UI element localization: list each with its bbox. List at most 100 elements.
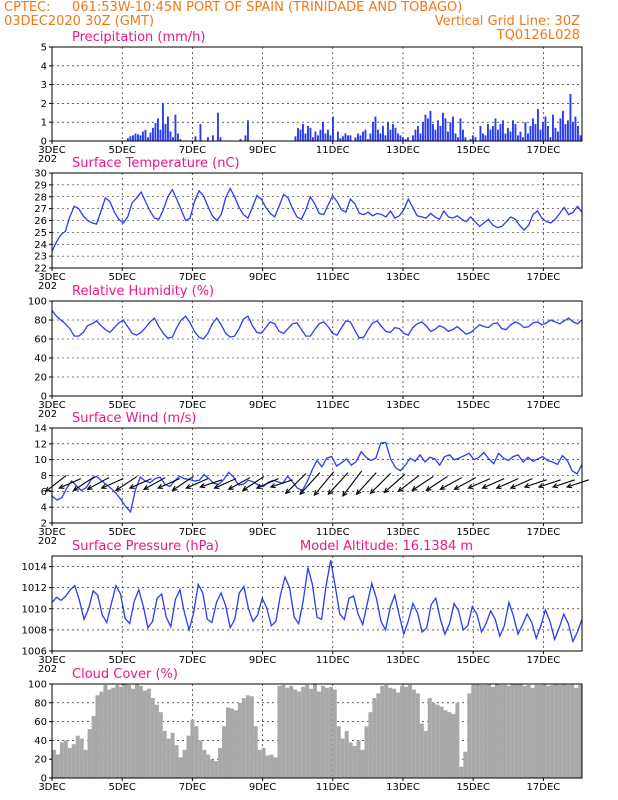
cloud-bar [249, 696, 254, 778]
cloud-bar [328, 686, 333, 778]
cloud-bar [174, 745, 179, 778]
precip-bar [389, 129, 392, 141]
precip-bar [357, 133, 359, 141]
cloud-bar [443, 710, 448, 778]
precip-bar [534, 124, 537, 141]
header-datetime: 03DEC2020 30Z (GMT) [4, 14, 154, 29]
header-source: CPTEC: [4, 0, 51, 15]
cloud-bar [530, 687, 535, 778]
precip-bar [194, 136, 197, 141]
cloud-bar [127, 684, 132, 778]
cloud-bar [289, 685, 294, 778]
wind-arrow [411, 476, 434, 492]
cloud-bar [59, 742, 64, 778]
pres-panel: 1006 1008 1010 1012 1014 3DEC 5DEC 7DEC 9DEC 11DE… [22, 539, 583, 675]
cloud-bar [253, 726, 258, 778]
cloud-bar [317, 691, 321, 778]
temp-xtick-label: 17DEC [527, 272, 561, 283]
cloud-xtick-label: 15DEC [456, 782, 490, 793]
wind-ytick-label: 4 [41, 503, 47, 514]
precip-bar [512, 120, 514, 141]
precip-bar [462, 129, 464, 141]
precip-bar [139, 135, 142, 141]
cloud-bar [91, 715, 96, 778]
cloud-bar [154, 704, 159, 778]
cloud-bar [498, 684, 503, 778]
precip-bar [319, 129, 322, 141]
cloud-bar [95, 695, 100, 778]
cloud-bar [566, 684, 571, 778]
wind-arrow [369, 473, 391, 495]
precip-bar [307, 125, 309, 141]
cloud-bar [356, 740, 361, 778]
cloud-bar [190, 719, 195, 778]
cloud-bar [52, 749, 56, 778]
pres-ytick-label: 1012 [22, 583, 47, 594]
cloud-bar [123, 684, 128, 778]
precip-bar [562, 110, 564, 141]
rh-xtick-label: 11DEC [316, 400, 350, 411]
wind-arrow [383, 474, 406, 494]
wind-arrow [171, 476, 194, 492]
precip-bar [332, 116, 334, 141]
cloud-bar [542, 684, 547, 778]
wind-arrow [523, 479, 547, 489]
wind-xtick-label: 9DEC [249, 527, 276, 538]
precip-bar [219, 137, 222, 141]
pres-title: Surface Pressure (hPa) [72, 539, 219, 554]
precip-bar [434, 129, 437, 141]
cloud-ytick-label: 60 [34, 717, 47, 728]
precip-bar [472, 135, 474, 141]
precip-bar [169, 131, 172, 141]
precip-bar [244, 135, 247, 141]
precip-bar [312, 137, 314, 141]
cloud-bar [487, 684, 492, 778]
cloud-bar [324, 687, 329, 778]
temp-ytick-label: 30 [34, 169, 47, 180]
precip-bar [362, 131, 364, 141]
temp-ytick-label: 25 [34, 228, 47, 239]
cloud-bar [229, 708, 234, 778]
cloud-bar [67, 747, 72, 778]
cloud-bar [111, 687, 116, 778]
precip-bar [489, 129, 492, 141]
precip-bar [419, 133, 422, 141]
cloud-bar [491, 686, 495, 778]
precip-bar [429, 110, 432, 141]
cloud-bar [352, 746, 357, 778]
precip-bar [469, 139, 472, 141]
precip-bar [324, 133, 327, 141]
cloud-bar [170, 732, 175, 778]
wind-arrow [481, 478, 505, 489]
precip-bar [439, 125, 442, 141]
cloud-bar [415, 693, 420, 778]
wind-arrow [269, 479, 293, 489]
precip-bar [537, 109, 539, 141]
cloud-bar [87, 729, 92, 778]
precip-bar [514, 124, 517, 141]
rh-xtick-label: 9DEC [249, 400, 276, 411]
precip-bar [397, 133, 399, 141]
cloud-bar [479, 684, 484, 778]
cloud-bar [574, 687, 579, 778]
cloud-bar [372, 698, 377, 778]
precip-bar [442, 112, 444, 141]
cloud-bar [150, 698, 155, 778]
wind-arrow [255, 478, 279, 489]
precip-bar [394, 127, 397, 141]
precip-bar [339, 138, 342, 141]
rh-xtick-label: 5DEC [109, 400, 136, 411]
precip-bar [309, 127, 312, 141]
wind-arrow [313, 471, 335, 497]
wind-arrow [241, 476, 265, 492]
cloud-bar [451, 714, 456, 778]
cloud-bar [55, 754, 60, 778]
cloud-bar [75, 735, 80, 778]
pres-xtick-label: 7DEC [179, 655, 206, 666]
cloud-xtick-label: 5DEC [109, 782, 136, 793]
precip-bar [457, 137, 459, 141]
temp-series-line [51, 186, 583, 252]
cloud-ytick-label: 0 [41, 774, 47, 785]
rh-xtick-label: 15DEC [456, 400, 490, 411]
